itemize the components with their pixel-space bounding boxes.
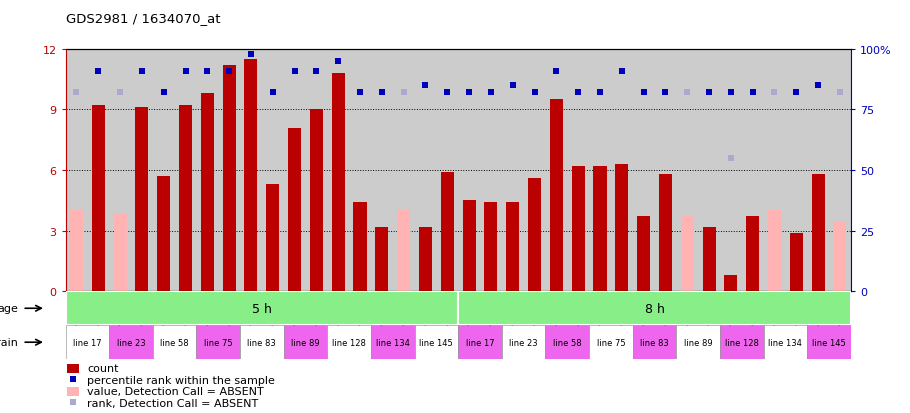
Text: line 145: line 145 — [420, 338, 453, 347]
Bar — [550, 100, 563, 292]
Bar — [484, 203, 498, 292]
Bar — [720, 325, 763, 359]
Text: 8 h: 8 h — [644, 302, 664, 315]
Bar — [703, 227, 715, 292]
Bar — [632, 325, 676, 359]
Bar — [223, 66, 236, 292]
Text: count: count — [87, 363, 118, 373]
Bar — [309, 110, 323, 292]
Bar — [136, 108, 148, 292]
Bar — [746, 217, 759, 292]
Text: line 75: line 75 — [204, 338, 233, 347]
Bar — [637, 217, 650, 292]
Text: line 17: line 17 — [466, 338, 494, 347]
Text: line 145: line 145 — [812, 338, 846, 347]
Text: line 128: line 128 — [332, 338, 366, 347]
Bar — [240, 325, 284, 359]
Bar — [501, 325, 545, 359]
Text: line 89: line 89 — [291, 338, 319, 347]
FancyBboxPatch shape — [67, 387, 79, 396]
Text: line 58: line 58 — [553, 338, 581, 347]
Bar — [763, 325, 807, 359]
Bar — [288, 128, 301, 292]
Text: line 23: line 23 — [510, 338, 538, 347]
Bar — [92, 106, 105, 292]
Text: GDS2981 / 1634070_at: GDS2981 / 1634070_at — [66, 12, 220, 25]
Text: line 83: line 83 — [248, 338, 277, 347]
Text: line 58: line 58 — [160, 338, 189, 347]
Text: rank, Detection Call = ABSENT: rank, Detection Call = ABSENT — [87, 398, 258, 408]
Bar — [834, 221, 846, 292]
Bar — [179, 106, 192, 292]
Bar — [506, 203, 520, 292]
Bar — [66, 292, 458, 325]
Bar — [267, 185, 279, 292]
Text: line 23: line 23 — [116, 338, 146, 347]
Bar — [593, 166, 607, 292]
Bar — [375, 227, 389, 292]
FancyBboxPatch shape — [67, 364, 79, 373]
Bar — [328, 325, 371, 359]
Text: line 17: line 17 — [73, 338, 102, 347]
Bar — [440, 173, 454, 292]
Bar — [109, 325, 153, 359]
Bar — [659, 175, 672, 292]
Bar — [615, 164, 628, 292]
Bar — [681, 217, 693, 292]
Bar — [331, 74, 345, 292]
Text: value, Detection Call = ABSENT: value, Detection Call = ABSENT — [87, 386, 264, 396]
Bar — [528, 179, 541, 292]
Bar — [458, 292, 851, 325]
Text: percentile rank within the sample: percentile rank within the sample — [87, 375, 275, 385]
Bar — [724, 275, 737, 292]
Bar — [790, 233, 803, 292]
Bar — [676, 325, 720, 359]
Bar — [419, 227, 432, 292]
Text: 5 h: 5 h — [252, 302, 272, 315]
Bar — [153, 325, 197, 359]
Text: age: age — [0, 304, 18, 313]
Text: line 83: line 83 — [640, 338, 669, 347]
Bar — [114, 215, 126, 292]
Bar — [245, 59, 258, 292]
Text: line 134: line 134 — [376, 338, 410, 347]
Bar — [812, 175, 824, 292]
Bar — [371, 325, 415, 359]
Bar — [589, 325, 632, 359]
Bar — [397, 211, 410, 292]
Text: line 89: line 89 — [683, 338, 713, 347]
Bar — [353, 203, 367, 292]
Bar — [284, 325, 328, 359]
Bar — [197, 325, 240, 359]
Bar — [462, 201, 476, 292]
Bar — [157, 177, 170, 292]
Bar — [415, 325, 458, 359]
Text: line 75: line 75 — [597, 338, 625, 347]
Text: strain: strain — [0, 337, 18, 347]
Bar — [458, 325, 501, 359]
Bar — [70, 211, 83, 292]
Text: line 128: line 128 — [725, 338, 759, 347]
Bar — [768, 211, 781, 292]
Bar — [66, 325, 109, 359]
Text: line 134: line 134 — [768, 338, 803, 347]
Bar — [201, 94, 214, 292]
Bar — [571, 166, 585, 292]
Bar — [807, 325, 851, 359]
Bar — [545, 325, 589, 359]
